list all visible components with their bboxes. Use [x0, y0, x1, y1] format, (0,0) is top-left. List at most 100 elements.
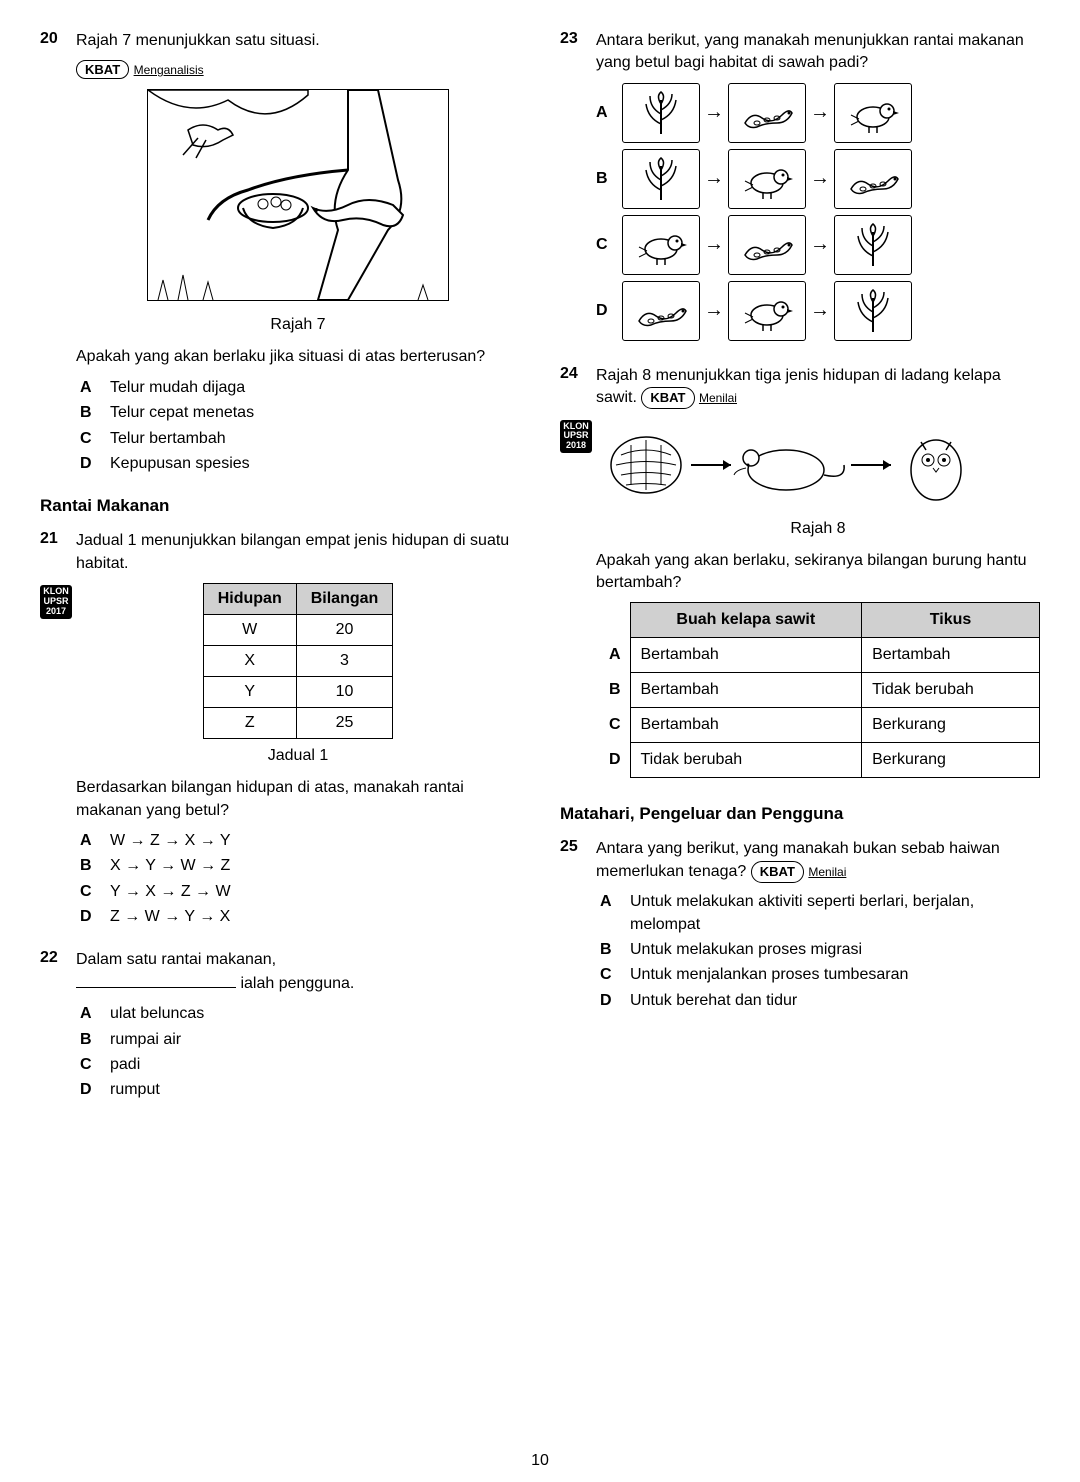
q25-opt-b: Untuk melakukan proses migrasi	[630, 939, 862, 961]
q22-text: Dalam satu rantai makanan, ialah penggun…	[76, 949, 520, 995]
chain-bird-icon	[728, 149, 806, 209]
question-21: 21 Jadual 1 menunjukkan bilangan empat j…	[40, 530, 520, 931]
opt-label: A	[80, 1003, 110, 1025]
chain-plant-icon	[622, 149, 700, 209]
heading-matahari: Matahari, Pengeluar dan Pengguna	[560, 804, 1040, 824]
chain-plant-icon	[834, 215, 912, 275]
cell: Tidak berubah	[862, 673, 1040, 708]
q22-opt-a: ulat beluncas	[110, 1003, 204, 1025]
chain-label: B	[596, 170, 622, 188]
q24-subq: Apakah yang akan berlaku, sekiranya bila…	[596, 550, 1040, 595]
q24-caption: Rajah 8	[596, 520, 1040, 538]
cell: 25	[296, 708, 393, 739]
q22-opt-d: rumput	[110, 1079, 160, 1101]
cell: Y	[203, 677, 296, 708]
cell: W	[203, 615, 296, 646]
row-label: B	[596, 673, 630, 708]
cell: X	[203, 646, 296, 677]
q20-badges: KBAT Menganalisis	[76, 60, 520, 79]
opt-label: A	[80, 377, 110, 399]
q20-opt-d: Kepupusan spesies	[110, 453, 250, 475]
opt-label: A	[600, 891, 630, 936]
q20-opt-b: Telur cepat menetas	[110, 402, 254, 424]
opt-label: D	[80, 906, 110, 928]
arrow-icon: →	[810, 167, 830, 190]
chain-bird-icon	[834, 83, 912, 143]
q23-chains: A→→B→→C→→D→→	[596, 83, 1040, 341]
cell: Z	[203, 708, 296, 739]
question-24: 24 Rajah 8 menunjukkan tiga jenis hidupa…	[560, 365, 1040, 787]
chain-snake-icon	[834, 149, 912, 209]
opt-label: D	[80, 453, 110, 475]
q21-options: AW → Z → X → Y BX → Y → W → Z CY → X → Z…	[80, 830, 520, 929]
tbl2-h2: Tikus	[862, 603, 1040, 638]
opt-label: C	[600, 964, 630, 986]
opt-label: B	[80, 402, 110, 424]
q21-opt-b: X → Y → W → Z	[110, 855, 230, 877]
q22-opt-c: padi	[110, 1054, 140, 1076]
cell: Tidak berubah	[630, 743, 862, 778]
rajah-7-illustration	[148, 90, 448, 300]
q20-number: 20	[40, 30, 76, 478]
q22-opt-b: rumpai air	[110, 1029, 181, 1051]
chain-row-C: C→→	[596, 215, 1040, 275]
q25-options: AUntuk melakukan aktiviti seperti berlar…	[600, 891, 1040, 1012]
opt-label: C	[80, 881, 110, 903]
q25-opt-a: Untuk melakukan aktiviti seperti berlari…	[630, 891, 1040, 936]
q25-text: Antara yang berikut, yang manakah bukan …	[596, 838, 1040, 883]
cell: Berkurang	[862, 743, 1040, 778]
chain-row-D: D → →	[596, 281, 1040, 341]
cell: Bertambah	[630, 673, 862, 708]
opt-label: B	[80, 855, 110, 877]
opt-label: D	[80, 1079, 110, 1101]
q21-text: Jadual 1 menunjukkan bilangan empat jeni…	[76, 530, 520, 575]
arrow-icon: →	[810, 299, 830, 322]
row-label: C	[596, 708, 630, 743]
q20-options: ATelur mudah dijaga BTelur cepat menetas…	[80, 377, 520, 476]
klon-2018-badge: KLON UPSR 2018	[560, 420, 592, 454]
kbat-sub-menganalisis: Menganalisis	[134, 63, 204, 77]
arrow-icon: →	[704, 299, 724, 322]
opt-label: B	[80, 1029, 110, 1051]
klon-2017-badge: KLON UPSR 2017	[40, 585, 72, 619]
q25-opt-d: Untuk berehat dan tidur	[630, 990, 797, 1012]
q24-text: Rajah 8 menunjukkan tiga jenis hidupan d…	[596, 365, 1040, 410]
opt-label: C	[80, 1054, 110, 1076]
q24-table: Buah kelapa sawit Tikus ABertambahBertam…	[596, 602, 1040, 778]
row-label: A	[596, 638, 630, 673]
q23-text: Antara berikut, yang manakah menunjukkan…	[596, 30, 1040, 75]
cell: Bertambah	[630, 638, 862, 673]
chain-label: A	[596, 104, 622, 122]
chain-label: C	[596, 236, 622, 254]
chain-label: D	[596, 302, 622, 320]
chain-row-B: B → →	[596, 149, 1040, 209]
kbat-sub-menilai: Menilai	[699, 391, 737, 405]
kbat-badge: KBAT	[751, 861, 804, 883]
chain-snake-icon	[728, 215, 806, 275]
q22-text1: Dalam satu rantai makanan,	[76, 951, 276, 968]
cell: 20	[296, 615, 393, 646]
cell: Bertambah	[630, 708, 862, 743]
q20-caption: Rajah 7	[76, 316, 520, 334]
opt-label: C	[80, 428, 110, 450]
arrow-icon: →	[704, 167, 724, 190]
q20-opt-a: Telur mudah dijaga	[110, 377, 245, 399]
question-20: 20 Rajah 7 menunjukkan satu situasi. KBA…	[40, 30, 520, 478]
q25-number: 25	[560, 838, 596, 1015]
question-25: 25 Antara yang berikut, yang manakah buk…	[560, 838, 1040, 1015]
heading-rantai: Rantai Makanan	[40, 496, 520, 516]
q20-text: Rajah 7 menunjukkan satu situasi.	[76, 30, 520, 52]
opt-label: B	[600, 939, 630, 961]
q22-options: Aulat beluncas Brumpai air Cpadi Drumput	[80, 1003, 520, 1102]
arrow-icon: →	[810, 101, 830, 124]
cell: Bertambah	[862, 638, 1040, 673]
cell: 10	[296, 677, 393, 708]
kbat-badge: KBAT	[76, 60, 129, 79]
chain-bird-icon	[622, 215, 700, 275]
chain-snake-icon	[728, 83, 806, 143]
q22-text2: ialah pengguna.	[240, 975, 354, 992]
q22-number: 22	[40, 949, 76, 1104]
row-label: D	[596, 743, 630, 778]
arrow-icon: →	[704, 233, 724, 256]
blank-line	[76, 972, 236, 988]
